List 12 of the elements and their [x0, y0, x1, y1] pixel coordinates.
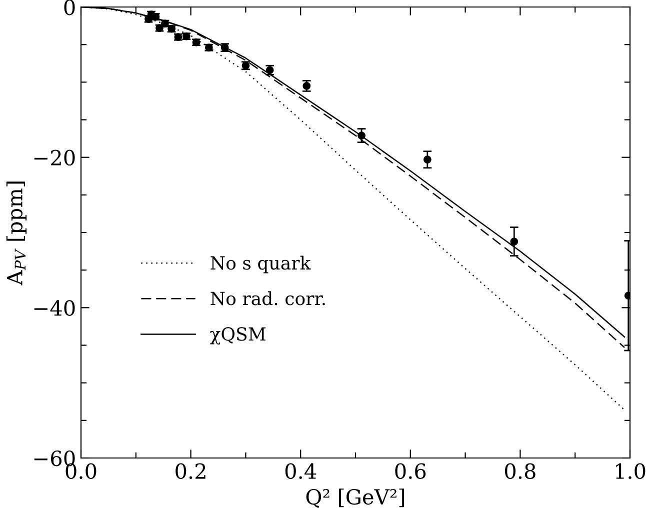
- x-tick-label: 0.6: [395, 463, 426, 479]
- legend-label: χQSM: [210, 327, 266, 345]
- x-tick-label: 0.4: [285, 463, 316, 479]
- x-axis-title: Q² [GeV²]: [306, 488, 404, 508]
- legend-label: No rad. corr.: [210, 291, 325, 306]
- y-axis-title: A$_{PV}$ [ppm]: [6, 182, 27, 286]
- legend-label: No s quark: [210, 256, 311, 274]
- y-tick-label: −20: [34, 150, 75, 166]
- x-tick-label: 0.2: [176, 463, 206, 479]
- x-tick-label: 1.0: [616, 463, 646, 479]
- x-tick-label: 0.8: [505, 463, 536, 479]
- y-tick-label: −40: [34, 300, 75, 316]
